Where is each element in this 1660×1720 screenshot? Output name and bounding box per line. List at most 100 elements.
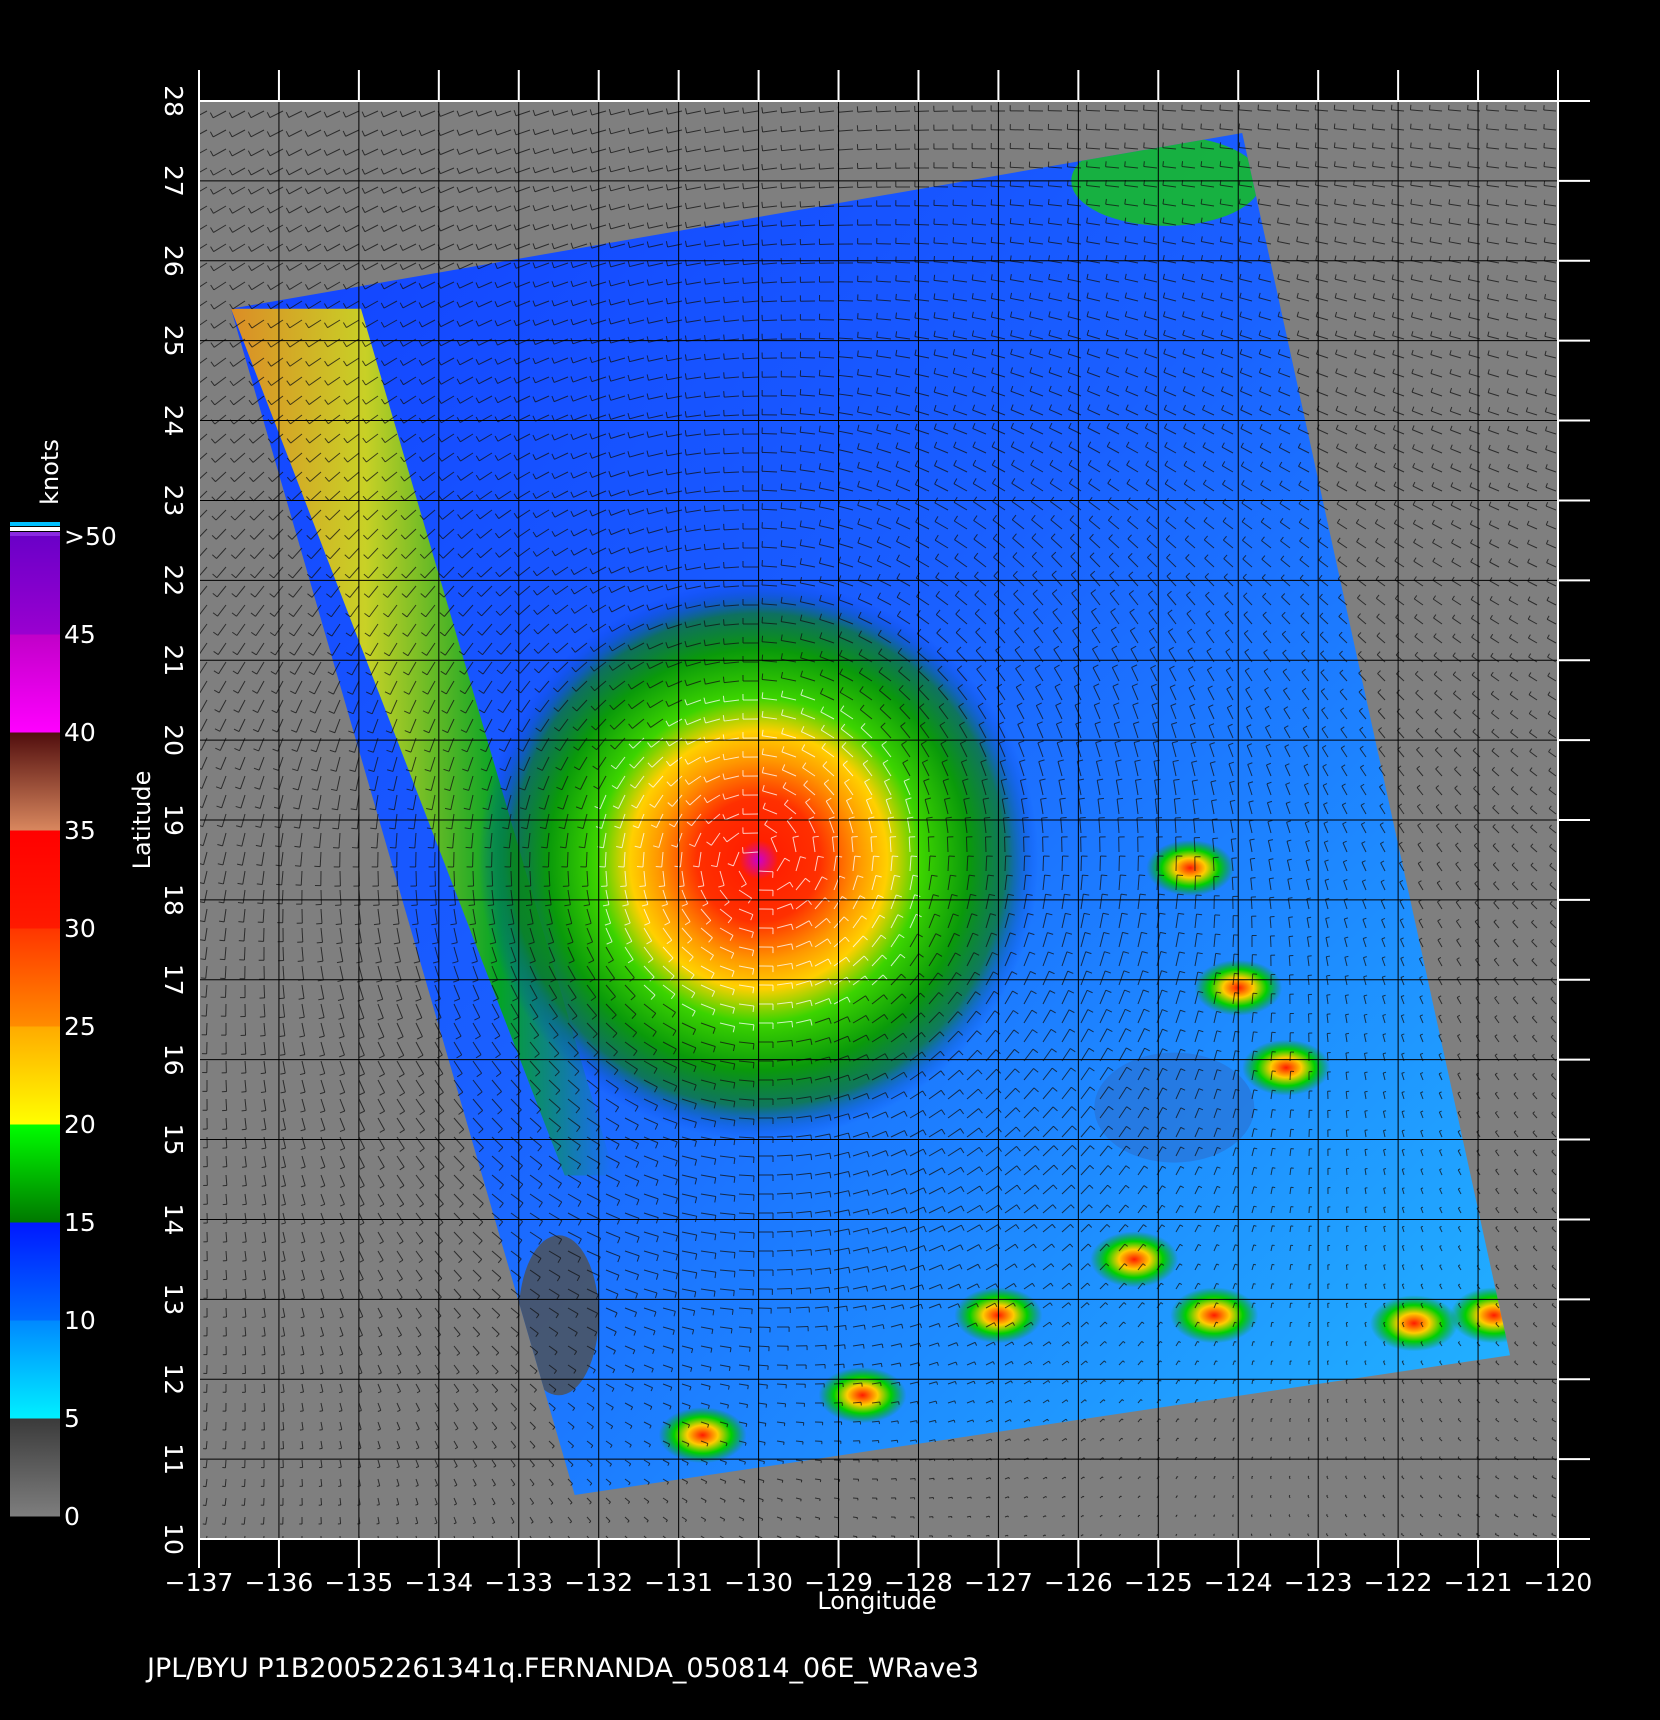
wind-barb-feather <box>1315 198 1317 205</box>
wind-barb <box>232 205 246 214</box>
wind-barb-feather <box>1181 161 1184 167</box>
wind-barb-feather <box>1029 330 1032 336</box>
wind-barb-feather <box>494 262 498 269</box>
wind-barb <box>421 186 436 194</box>
wind-barb-feather <box>229 438 235 444</box>
wind-barb-feather <box>627 184 631 191</box>
wind-barb <box>365 395 379 405</box>
wind-barb-feather <box>1124 273 1127 280</box>
wind-barb <box>1506 335 1519 340</box>
wind-barb-feather <box>380 206 385 213</box>
wind-barb <box>440 243 455 251</box>
wind-barb-feather <box>1219 255 1223 261</box>
wind-barb <box>1105 241 1120 245</box>
wind-barb <box>365 319 379 328</box>
wind-barb-feather <box>248 380 253 386</box>
wind-barb <box>1163 371 1177 378</box>
wind-barb <box>421 376 436 385</box>
wind-barb <box>1449 335 1462 340</box>
wind-barb-feather <box>723 638 725 645</box>
wind-barb-feather <box>703 467 706 474</box>
wind-barb-feather <box>627 146 631 153</box>
wind-barb <box>1258 240 1272 245</box>
wind-barb <box>270 262 284 271</box>
wind-barb <box>724 395 740 398</box>
wind-barb-feather <box>399 168 403 175</box>
wind-barb-feather <box>933 330 936 337</box>
wind-barb-feather <box>1201 367 1205 373</box>
wind-barb <box>1410 241 1424 245</box>
wind-barb <box>1240 353 1253 359</box>
wind-barb-feather <box>723 107 726 114</box>
wind-barb <box>1010 241 1025 245</box>
wind-barb <box>648 300 664 305</box>
wind-barb-feather <box>1391 312 1395 318</box>
wind-barb <box>1220 297 1234 302</box>
wind-barb-feather <box>646 374 649 381</box>
wind-barb <box>1278 353 1291 359</box>
wind-barb-feather <box>1335 368 1338 374</box>
wind-barb-feather <box>1258 236 1261 242</box>
wind-barb <box>252 376 265 386</box>
wind-barb-feather <box>1086 198 1088 205</box>
wind-barb-feather <box>1410 236 1413 242</box>
wind-barb-feather <box>952 293 955 299</box>
wind-barb-feather <box>1524 142 1526 148</box>
wind-barb <box>1239 165 1253 169</box>
wind-barb-feather <box>570 109 574 116</box>
wind-barb-feather <box>551 185 555 192</box>
wind-barb-feather <box>1278 386 1281 392</box>
wind-barb-feather <box>323 188 328 194</box>
wind-barb-feather <box>1164 423 1168 429</box>
wind-barb <box>1086 203 1101 207</box>
wind-barb <box>781 224 797 227</box>
wind-barb-feather <box>475 378 480 384</box>
wind-barb-feather <box>704 145 707 152</box>
wind-barb <box>1296 147 1310 150</box>
wind-barb-feather <box>210 361 215 367</box>
wind-barb <box>838 374 854 378</box>
wind-barb <box>857 167 873 170</box>
wind-barb <box>384 414 398 424</box>
wind-barb <box>421 262 436 270</box>
wind-barb <box>572 414 588 421</box>
wind-barb-feather <box>704 107 707 114</box>
wind-barb-feather <box>513 435 518 442</box>
wind-barb <box>1448 203 1462 207</box>
wind-barb <box>1048 241 1063 245</box>
wind-barb-feather <box>1525 331 1528 337</box>
wind-barb-feather <box>1048 292 1051 299</box>
wind-barb <box>914 223 930 226</box>
wind-barb <box>1124 241 1139 245</box>
wind-barb <box>1354 372 1367 378</box>
wind-barb <box>610 224 626 230</box>
wind-barb <box>667 300 683 305</box>
wind-barb-feather <box>456 244 460 251</box>
wind-barb-feather <box>1143 161 1145 167</box>
wind-barb <box>288 224 303 233</box>
wind-barb <box>819 393 835 397</box>
wind-barb <box>1296 316 1310 321</box>
wind-barb-feather <box>419 437 424 443</box>
wind-barb <box>308 262 322 271</box>
wind-barb <box>629 281 645 287</box>
wind-barb-feather <box>1048 329 1051 336</box>
wind-barb <box>1411 372 1424 378</box>
wind-barb-feather <box>229 284 234 291</box>
wind-barb <box>497 300 512 308</box>
wind-barb <box>1487 335 1500 340</box>
wind-barb <box>572 281 588 288</box>
wind-barb-feather <box>723 164 726 171</box>
wind-barb <box>199 433 208 442</box>
wind-barb-feather <box>1049 422 1053 429</box>
wind-barb <box>781 243 797 246</box>
wind-barb-feather <box>570 166 574 173</box>
wind-barb-feather <box>551 128 555 135</box>
wind-barb <box>667 357 683 362</box>
wind-barb-feather <box>646 165 650 172</box>
wind-barb <box>1143 166 1158 169</box>
wind-barb-feather <box>1506 331 1509 337</box>
wind-barb-feather <box>494 110 498 117</box>
wind-barb-feather <box>193 497 197 501</box>
wind-barb <box>364 262 379 271</box>
